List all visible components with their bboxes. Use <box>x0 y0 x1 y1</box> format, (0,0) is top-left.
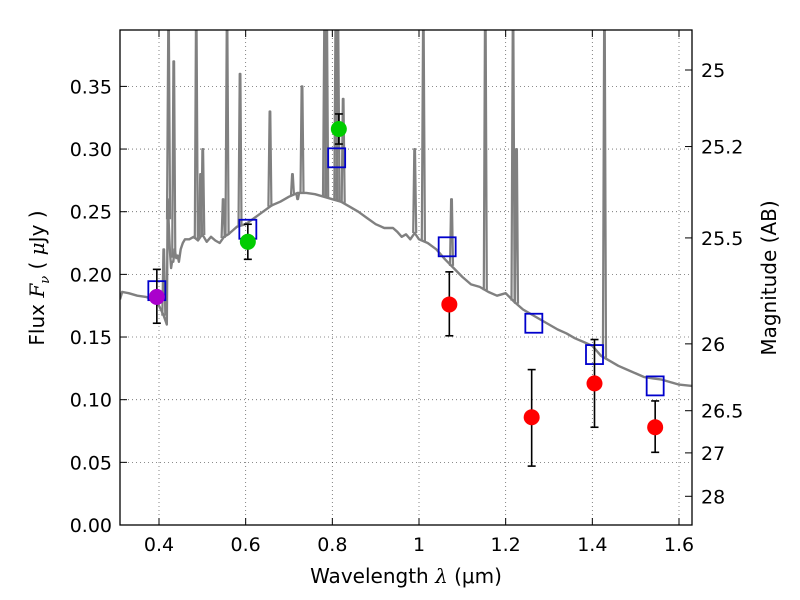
model-square-marker <box>524 312 544 334</box>
x-tick-label: 1.6 <box>664 534 694 556</box>
emission-line <box>324 30 330 198</box>
emission-line <box>513 148 520 304</box>
magnitude-tick-label: 25.5 <box>701 228 743 250</box>
y-axis-title: Flux Fν ( μJy ) <box>25 210 53 345</box>
model-square-marker <box>645 375 665 397</box>
emission-line <box>482 30 488 291</box>
emission-line <box>420 30 426 242</box>
emission-line <box>267 110 273 207</box>
x-tick-label: 1 <box>413 534 425 556</box>
y-tick-label: 0.00 <box>70 515 112 537</box>
emission-line <box>601 30 608 358</box>
y-tick-label: 0.35 <box>70 76 112 98</box>
magnitude-tick-label: 26 <box>701 334 725 356</box>
observed-point <box>330 121 347 137</box>
magnitude-tick-label: 25.2 <box>701 137 743 159</box>
model-photometry-series <box>147 147 665 397</box>
magnitude-tick-label: 26.5 <box>701 401 743 423</box>
x-axis-title: Wavelength λ (μm) <box>310 564 502 588</box>
observed-point <box>148 288 165 305</box>
model-square-marker <box>327 147 347 169</box>
x-tick-label: 0.6 <box>231 534 261 556</box>
x-tick-label: 0.4 <box>144 534 174 556</box>
y-tick-label: 0.05 <box>70 452 112 474</box>
emission-line <box>200 148 206 236</box>
y-tick-label: 0.30 <box>70 139 112 161</box>
magnitude-axis: 25 25.2 25.5 26 26.5 27 28 <box>685 60 743 508</box>
emission-line <box>340 97 346 203</box>
y-tick-label: 0.25 <box>70 202 112 224</box>
observed-point <box>441 296 458 313</box>
x-tick-label: 0.8 <box>317 534 347 556</box>
y-tick-label: 0.20 <box>70 264 112 286</box>
emission-line <box>237 72 243 226</box>
magnitude-tick-label: 25 <box>701 60 725 82</box>
x-axis: 0.4 0.6 0.8 1 1.2 1.4 1.6 <box>144 30 694 556</box>
magnitude-axis-title: Magnitude (AB) <box>757 200 781 355</box>
emission-line <box>193 30 199 240</box>
observed-photometry-series <box>148 121 664 436</box>
emission-line <box>412 148 418 234</box>
emission-line <box>295 192 301 201</box>
emission-line <box>299 85 305 193</box>
plot-frame <box>119 29 693 526</box>
x-tick-label: 1.4 <box>577 534 607 556</box>
emission-line <box>165 30 172 220</box>
observed-point <box>523 409 540 426</box>
spectrum-continuum <box>120 191 692 388</box>
emission-line <box>171 60 177 258</box>
y-tick-label: 0.10 <box>70 390 112 412</box>
emission-line <box>289 173 296 196</box>
model-square-marker <box>437 236 457 258</box>
y-tick-label: 0.15 <box>70 327 112 349</box>
y-axis: 0.00 0.05 0.10 0.15 0.20 0.25 0.30 0.35 <box>70 76 127 537</box>
observed-point <box>239 233 256 250</box>
observed-point <box>586 375 603 392</box>
magnitude-tick-label: 28 <box>701 486 725 508</box>
magnitude-tick-label: 27 <box>701 443 725 465</box>
emission-line <box>448 198 455 266</box>
emission-line <box>224 30 230 236</box>
template-spectrum <box>120 30 692 388</box>
emission-line <box>510 30 516 301</box>
emission-line <box>220 198 226 239</box>
x-tick-label: 1.2 <box>491 534 521 556</box>
observed-point <box>647 419 664 436</box>
